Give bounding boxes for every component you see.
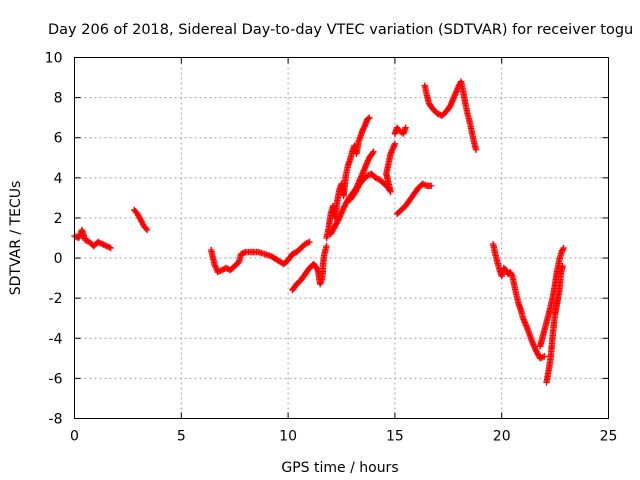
data-point (306, 238, 313, 246)
y-tick-label: -4 (49, 331, 63, 347)
data-point (143, 226, 151, 234)
y-tick-label: -8 (49, 412, 63, 428)
data-point (420, 181, 428, 188)
x-axis-label: GPS time / hours (281, 460, 398, 476)
data-point (538, 354, 545, 361)
x-tick-label: 25 (600, 429, 618, 445)
data-series (71, 78, 567, 386)
data-point (142, 225, 150, 232)
data-point (304, 239, 312, 246)
data-point (301, 240, 309, 248)
data-point (237, 250, 245, 258)
data-point (240, 249, 248, 256)
data-point (97, 240, 105, 247)
data-point (559, 246, 567, 253)
data-point (217, 267, 224, 274)
plot-frame (74, 57, 609, 419)
data-point (419, 180, 426, 188)
data-point (99, 240, 106, 248)
data-point (361, 123, 368, 131)
data-point (107, 244, 115, 252)
y-axis-label: SDTVAR / TECUs (8, 181, 24, 296)
data-point (539, 353, 547, 361)
data-point (289, 250, 296, 258)
data-point (366, 114, 373, 121)
data-point (541, 353, 548, 360)
data-point (222, 264, 230, 272)
y-tick-label: 10 (45, 51, 63, 67)
y-tick-label: -2 (49, 291, 63, 307)
y-tick-label: 8 (54, 91, 63, 107)
data-point (81, 236, 89, 244)
data-point (391, 140, 399, 147)
data-point (100, 241, 107, 248)
data-point (96, 239, 103, 246)
grid-layer (74, 57, 609, 419)
y-tick-label: 2 (54, 211, 63, 227)
data-point (214, 268, 221, 276)
data-point (369, 149, 376, 157)
data-point (402, 124, 409, 131)
data-point (323, 242, 330, 250)
y-tick-label: 0 (54, 251, 63, 267)
x-tick-label: 15 (386, 429, 404, 445)
data-point (83, 237, 90, 244)
x-tick-label: 20 (493, 429, 511, 445)
data-point (370, 148, 377, 155)
data-point (239, 250, 246, 257)
data-point (365, 115, 372, 122)
x-tick-label: 10 (279, 429, 297, 445)
data-point (106, 244, 113, 251)
chart-title: Day 206 of 2018, Sidereal Day-to-day VTE… (48, 22, 633, 38)
y-tick-label: 6 (54, 131, 63, 147)
data-point (218, 266, 226, 274)
data-point (104, 243, 112, 250)
x-tick-label: 0 (70, 429, 79, 445)
data-point (363, 172, 371, 180)
x-tick-label: 5 (177, 429, 186, 445)
data-point (94, 238, 102, 246)
data-point (290, 250, 297, 257)
data-point (215, 268, 223, 275)
data-point (303, 240, 310, 247)
data-point (103, 242, 110, 250)
data-point (508, 271, 515, 278)
data-point (422, 181, 429, 189)
tick-layer: 0 5 10 15 20 25 -8 -6 -4 -2 0 2 4 6 8 10 (45, 51, 618, 445)
data-point (559, 262, 566, 270)
data-point (472, 146, 480, 153)
data-point (434, 110, 441, 117)
data-point (101, 242, 109, 249)
data-point (373, 175, 381, 182)
data-point (428, 182, 435, 190)
y-tick-label: -6 (49, 371, 63, 387)
data-point (220, 266, 227, 273)
data-point (536, 355, 544, 362)
y-tick-label: 4 (54, 171, 63, 187)
data-point (372, 174, 379, 182)
data-point (560, 244, 567, 252)
